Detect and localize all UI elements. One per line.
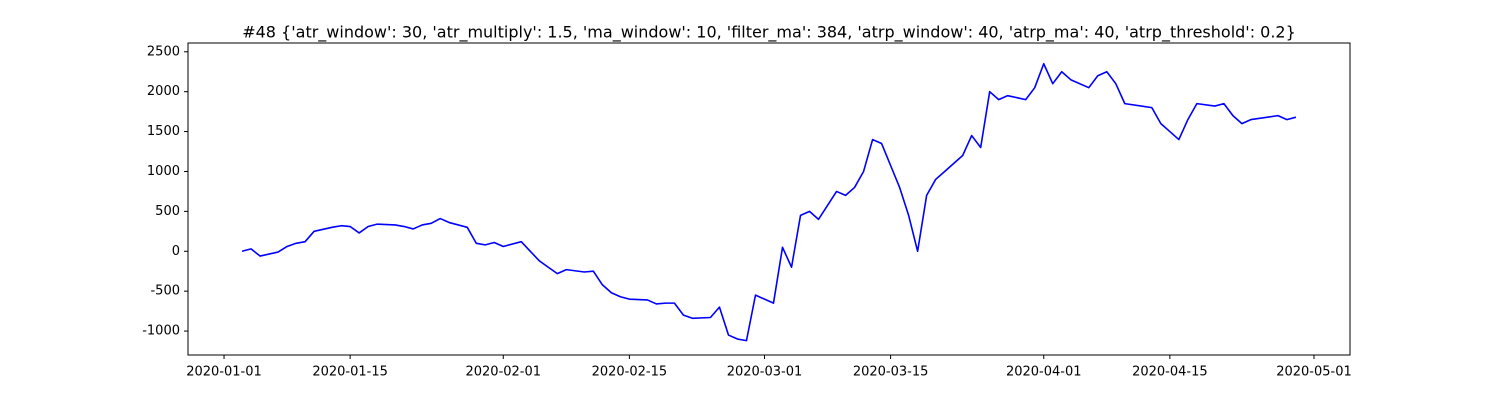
y-tick-label: 500 (155, 204, 180, 219)
x-tick-label: 2020-02-15 (592, 365, 668, 380)
y-tick-label: 1000 (147, 164, 180, 179)
y-tick-label: 0 (172, 244, 180, 259)
plot-frame (187, 42, 1351, 356)
x-tick-label: 2020-04-15 (1132, 365, 1208, 380)
x-tick-label: 2020-05-01 (1276, 365, 1352, 380)
x-tick-label: 2020-01-01 (186, 365, 262, 380)
x-tick-label: 2020-04-01 (1006, 365, 1082, 380)
x-tick-label: 2020-02-01 (465, 365, 541, 380)
series-line (241, 62, 1297, 342)
x-tick-label: 2020-01-15 (312, 365, 388, 380)
y-tick-label: 1500 (147, 124, 180, 139)
y-tick-label: 2000 (147, 84, 180, 99)
y-tick-label: -1000 (142, 324, 180, 339)
y-tick-label: -500 (150, 284, 180, 299)
x-tick-label: 2020-03-15 (853, 365, 929, 380)
chart-title: #48 {'atr_window': 30, 'atr_multiply': 1… (242, 23, 1296, 43)
y-tick-label: 2500 (147, 44, 180, 59)
x-tick-label: 2020-03-01 (727, 365, 803, 380)
